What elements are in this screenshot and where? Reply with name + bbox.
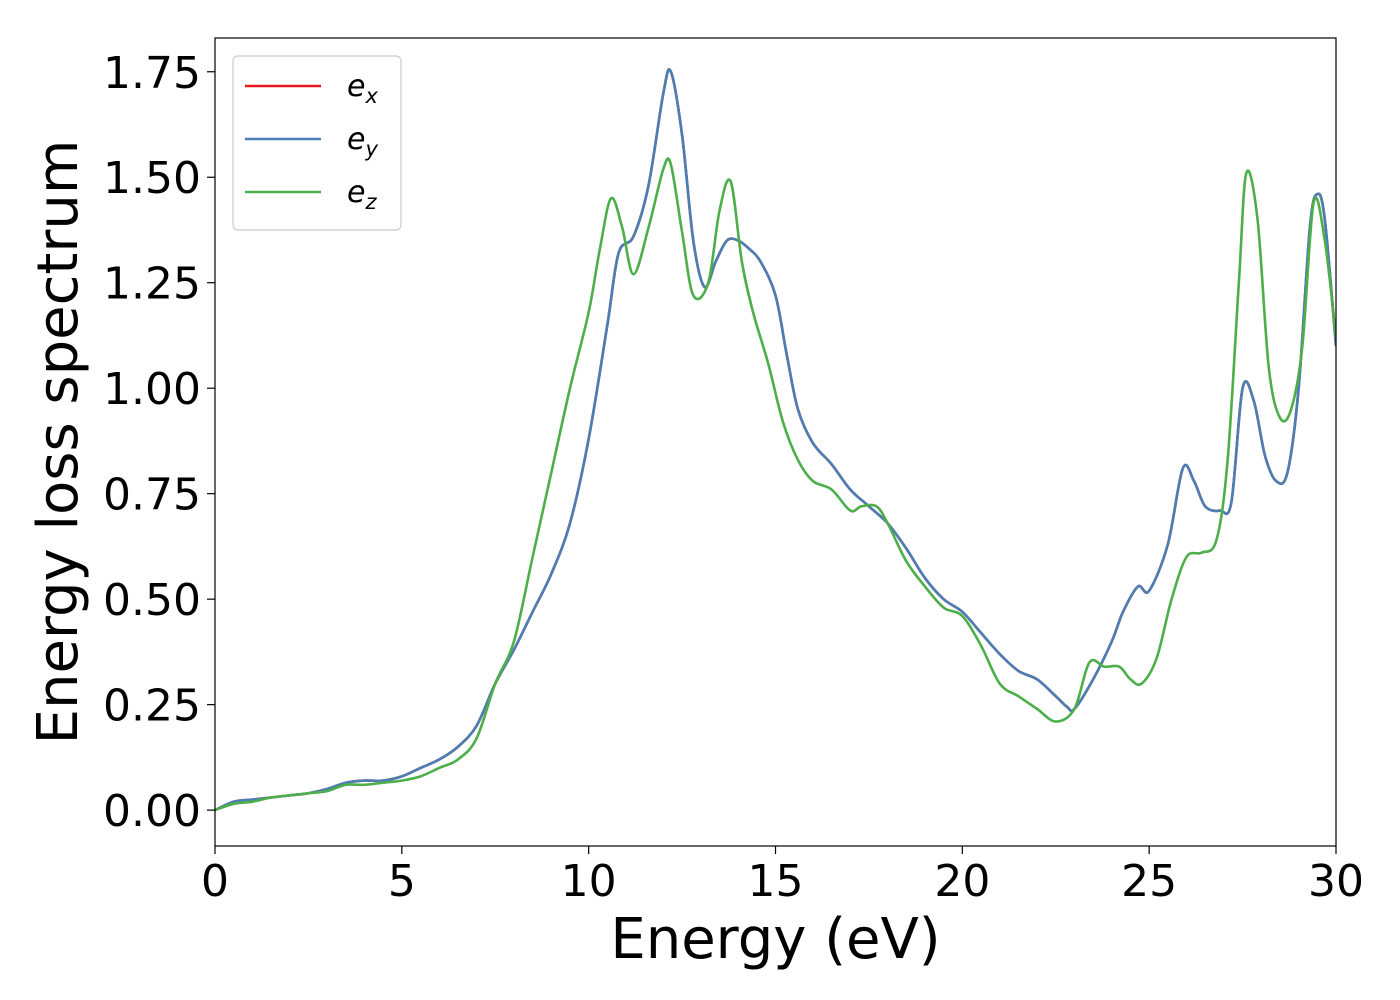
legend-box xyxy=(232,55,402,231)
y-tick-label: 0.00 xyxy=(103,786,201,837)
x-tick-label: 25 xyxy=(1121,856,1177,907)
legend-label-z: ez xyxy=(347,175,377,214)
x-axis-title: Energy (eV) xyxy=(610,907,940,972)
y-axis-title: Energy loss spectrum xyxy=(26,140,91,745)
legend-label-x: ex xyxy=(347,69,378,108)
legend-label-y: ey xyxy=(347,122,378,161)
y-tick-label: 1.50 xyxy=(103,153,201,204)
x-tick-label: 5 xyxy=(388,856,416,907)
x-tick-label: 30 xyxy=(1308,856,1364,907)
x-tick-label: 0 xyxy=(201,856,229,907)
x-tick-label: 10 xyxy=(561,856,617,907)
x-axis: 0 5 10 15 20 25 30 xyxy=(201,846,1364,907)
y-tick-label: 1.25 xyxy=(103,259,201,310)
x-tick-label: 15 xyxy=(748,856,804,907)
y-axis: 0.00 0.25 0.50 0.75 1.00 1.25 1.50 1.75 xyxy=(103,48,215,837)
y-tick-label: 0.75 xyxy=(103,470,201,521)
y-tick-label: 0.25 xyxy=(103,681,201,732)
series-line-y xyxy=(215,68,1336,812)
y-tick-label: 0.50 xyxy=(103,575,201,626)
plot-lines xyxy=(215,68,1336,812)
series-line-z xyxy=(215,157,1336,812)
y-tick-label: 1.00 xyxy=(103,364,201,415)
y-tick-label: 1.75 xyxy=(103,48,201,99)
legend: ex ey ez xyxy=(232,55,402,231)
x-tick-label: 20 xyxy=(934,856,990,907)
